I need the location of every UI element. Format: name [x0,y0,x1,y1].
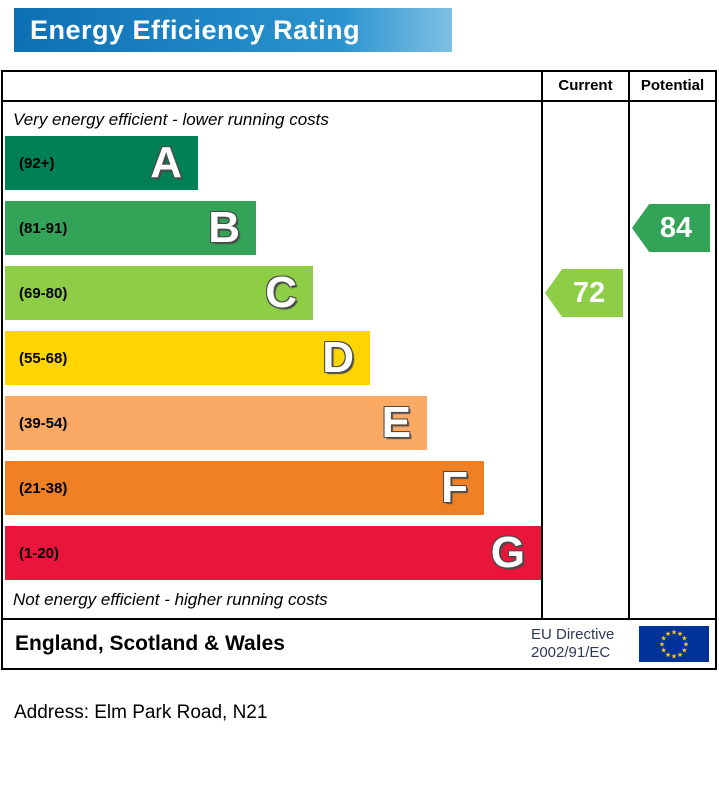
page-title: Energy Efficiency Rating [30,14,361,45]
chart-footer: England, Scotland & Wales EU Directive 2… [1,618,717,670]
svg-text:★: ★ [660,635,666,643]
potential-rating-value: 84 [659,211,693,244]
band-row-f: (21-38) F [5,461,541,526]
band-g-bar: (1-20) G [5,526,541,580]
band-f-bar: (21-38) F [5,461,484,515]
band-c-range: (69-80) [19,284,68,302]
band-e-bar: (39-54) E [5,396,427,450]
band-c-bar: (69-80) C [5,266,313,320]
band-e-letter: E [381,398,411,447]
band-d-range: (55-68) [19,349,68,367]
band-row-g: (1-20) G [5,526,541,591]
rating-bands: (92+) A (81-91) B (69-80) C (55-68) [5,136,541,591]
band-b-bar: (81-91) B [5,201,256,255]
band-a-letter: A [150,138,182,187]
column-divider-current [541,72,543,618]
band-a-range: (92+) [19,154,55,172]
column-header-potential: Potential [640,77,705,94]
column-divider-potential [628,72,630,618]
column-header-current: Current [558,77,613,94]
svg-text:★: ★ [677,630,683,638]
current-rating-value: 72 [572,276,606,309]
band-row-c: (69-80) C [5,266,541,331]
band-f-range: (21-38) [19,479,68,497]
svg-text:★: ★ [681,635,687,643]
band-g-range: (1-20) [19,544,60,562]
band-b-range: (81-91) [19,219,68,237]
svg-text:★: ★ [671,629,677,637]
svg-text:★: ★ [677,651,683,659]
svg-text:★: ★ [665,651,671,659]
address-text: Address: Elm Park Road, N21 [14,702,268,723]
region-label: England, Scotland & Wales [15,632,285,655]
svg-text:★: ★ [683,641,689,649]
band-f-letter: F [441,463,468,512]
band-g-letter: G [490,528,525,577]
band-row-d: (55-68) D [5,331,541,396]
svg-text:★: ★ [659,641,665,649]
eu-directive-line1: EU Directive [531,626,615,643]
bottom-note: Not energy efficient - higher running co… [13,590,328,609]
eu-flag-icon: ★ ★ ★ ★ ★ ★ ★ ★ ★ ★ ★ ★ [639,626,709,662]
band-a-bar: (92+) A [5,136,198,190]
potential-rating-marker: 84 [632,204,710,252]
title-bar: Energy Efficiency Rating [14,8,452,52]
band-row-e: (39-54) E [5,396,541,461]
current-rating-marker: 72 [545,269,623,317]
band-d-bar: (55-68) D [5,331,370,385]
band-row-a: (92+) A [5,136,541,201]
band-e-range: (39-54) [19,414,68,432]
eu-directive-label: EU Directive 2002/91/EC [531,626,614,662]
top-note: Very energy efficient - lower running co… [13,110,329,129]
eu-directive-line2: 2002/91/EC [531,644,611,661]
svg-text:★: ★ [665,630,671,638]
band-d-letter: D [322,333,354,382]
energy-rating-chart: Current Potential Very energy efficient … [1,70,717,620]
band-c-letter: C [265,268,297,317]
band-row-b: (81-91) B [5,201,541,266]
band-b-letter: B [208,203,240,252]
svg-text:★: ★ [660,647,666,655]
chart-header-row [3,72,715,102]
svg-text:★: ★ [671,653,677,661]
svg-text:★: ★ [681,647,687,655]
